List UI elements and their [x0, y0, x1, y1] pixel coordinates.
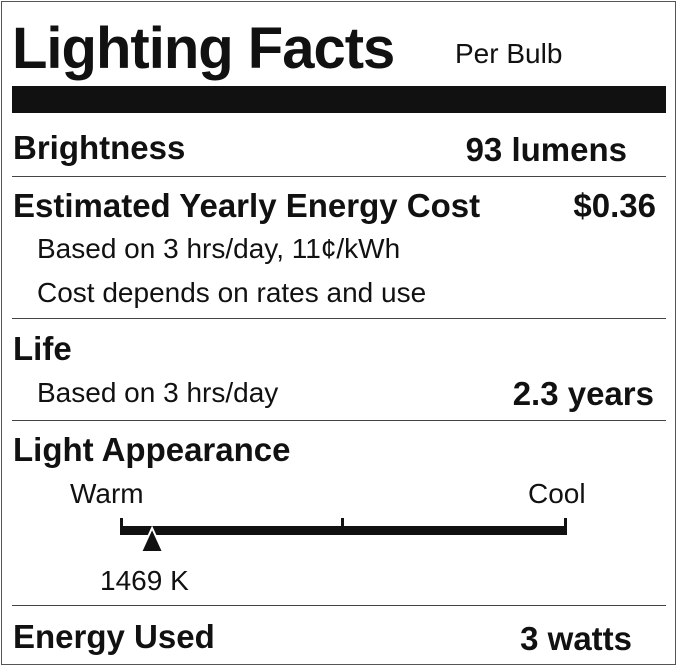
- life-note: Based on 3 hrs/day: [37, 377, 279, 408]
- cool-label: Cool: [528, 478, 586, 509]
- warm-label: Warm: [70, 478, 144, 509]
- scale-tick-warm: [120, 518, 123, 535]
- life-label: Life: [13, 330, 72, 367]
- scale-tick-cool: [564, 518, 567, 535]
- life-value: 2.3 years: [512, 375, 654, 412]
- divider: [12, 605, 666, 606]
- brightness-value: 93 lumens: [465, 131, 627, 168]
- divider: [12, 176, 666, 177]
- brightness-label: Brightness: [13, 129, 186, 166]
- divider: [12, 420, 666, 421]
- color-temperature-value: 1469 K: [100, 565, 189, 596]
- temperature-marker-icon: [139, 525, 165, 553]
- energy-cost-note-rate: Based on 3 hrs/day, 11¢/kWh: [37, 233, 401, 264]
- scale-tick-middle: [341, 518, 344, 530]
- energy-cost-note-rates: Cost depends on rates and use: [37, 277, 427, 308]
- energy-cost-label: Estimated Yearly Energy Cost: [13, 187, 481, 224]
- light-appearance-label: Light Appearance: [13, 431, 291, 468]
- divider: [12, 318, 666, 319]
- header-bar: [12, 86, 666, 113]
- energy-used-label: Energy Used: [13, 618, 215, 655]
- label-subtitle: Per Bulb: [455, 38, 563, 69]
- energy-cost-value: $0.36: [573, 187, 656, 224]
- scale-bar: [120, 526, 567, 535]
- energy-used-value: 3 watts: [520, 620, 632, 657]
- label-title: Lighting Facts: [12, 16, 395, 81]
